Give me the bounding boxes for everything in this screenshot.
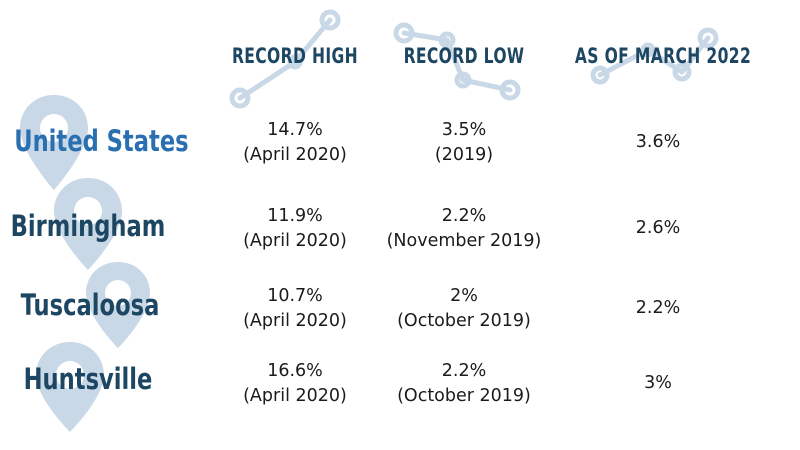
cell-date: (April 2020) — [243, 386, 347, 406]
cell-date: (April 2020) — [243, 145, 347, 165]
column-header-record-low: RECORD LOW — [403, 44, 525, 68]
cell-record-high: 11.9% (April 2020) — [190, 204, 400, 254]
cell-value: 2.6% — [635, 218, 681, 238]
cell-record-low: 3.5% (2019) — [359, 118, 569, 168]
cell-as-of-march-2022: 2.6% — [553, 216, 763, 241]
cell-value: 2.2% — [441, 361, 487, 381]
cell-value: 3% — [644, 373, 672, 393]
cell-date: (October 2019) — [397, 311, 531, 331]
cell-date: (April 2020) — [243, 231, 347, 251]
row-label-united-states: United States — [14, 124, 189, 158]
cell-as-of-march-2022: 3.6% — [553, 130, 763, 155]
row-label-tuscaloosa: Tuscaloosa — [20, 288, 160, 322]
column-header-as-of-march-2022: AS OF MARCH 2022 — [574, 44, 752, 68]
cell-value: 16.6% — [267, 361, 323, 381]
cell-as-of-march-2022: 2.2% — [553, 296, 763, 321]
cell-date: (April 2020) — [243, 311, 347, 331]
cell-value: 2% — [450, 286, 478, 306]
cell-record-high: 14.7% (April 2020) — [190, 118, 400, 168]
cell-record-low: 2.2% (October 2019) — [359, 359, 569, 409]
cell-value: 11.9% — [267, 206, 323, 226]
cell-record-low: 2.2% (November 2019) — [359, 204, 569, 254]
row-label-birmingham: Birmingham — [10, 209, 166, 243]
row-label-huntsville: Huntsville — [23, 362, 153, 396]
column-header-record-high: RECORD HIGH — [231, 44, 359, 68]
cell-record-low: 2% (October 2019) — [359, 284, 569, 334]
cell-value: 2.2% — [635, 298, 681, 318]
cell-as-of-march-2022: 3% — [553, 371, 763, 396]
cell-value: 3.6% — [635, 132, 681, 152]
cell-record-high: 10.7% (April 2020) — [190, 284, 400, 334]
cell-date: (2019) — [434, 145, 494, 165]
cell-date: (November 2019) — [386, 231, 542, 251]
cell-value: 3.5% — [441, 120, 487, 140]
cell-value: 2.2% — [441, 206, 487, 226]
cell-value: 10.7% — [267, 286, 323, 306]
cell-value: 14.7% — [267, 120, 323, 140]
cell-record-high: 16.6% (April 2020) — [190, 359, 400, 409]
cell-date: (October 2019) — [397, 386, 531, 406]
